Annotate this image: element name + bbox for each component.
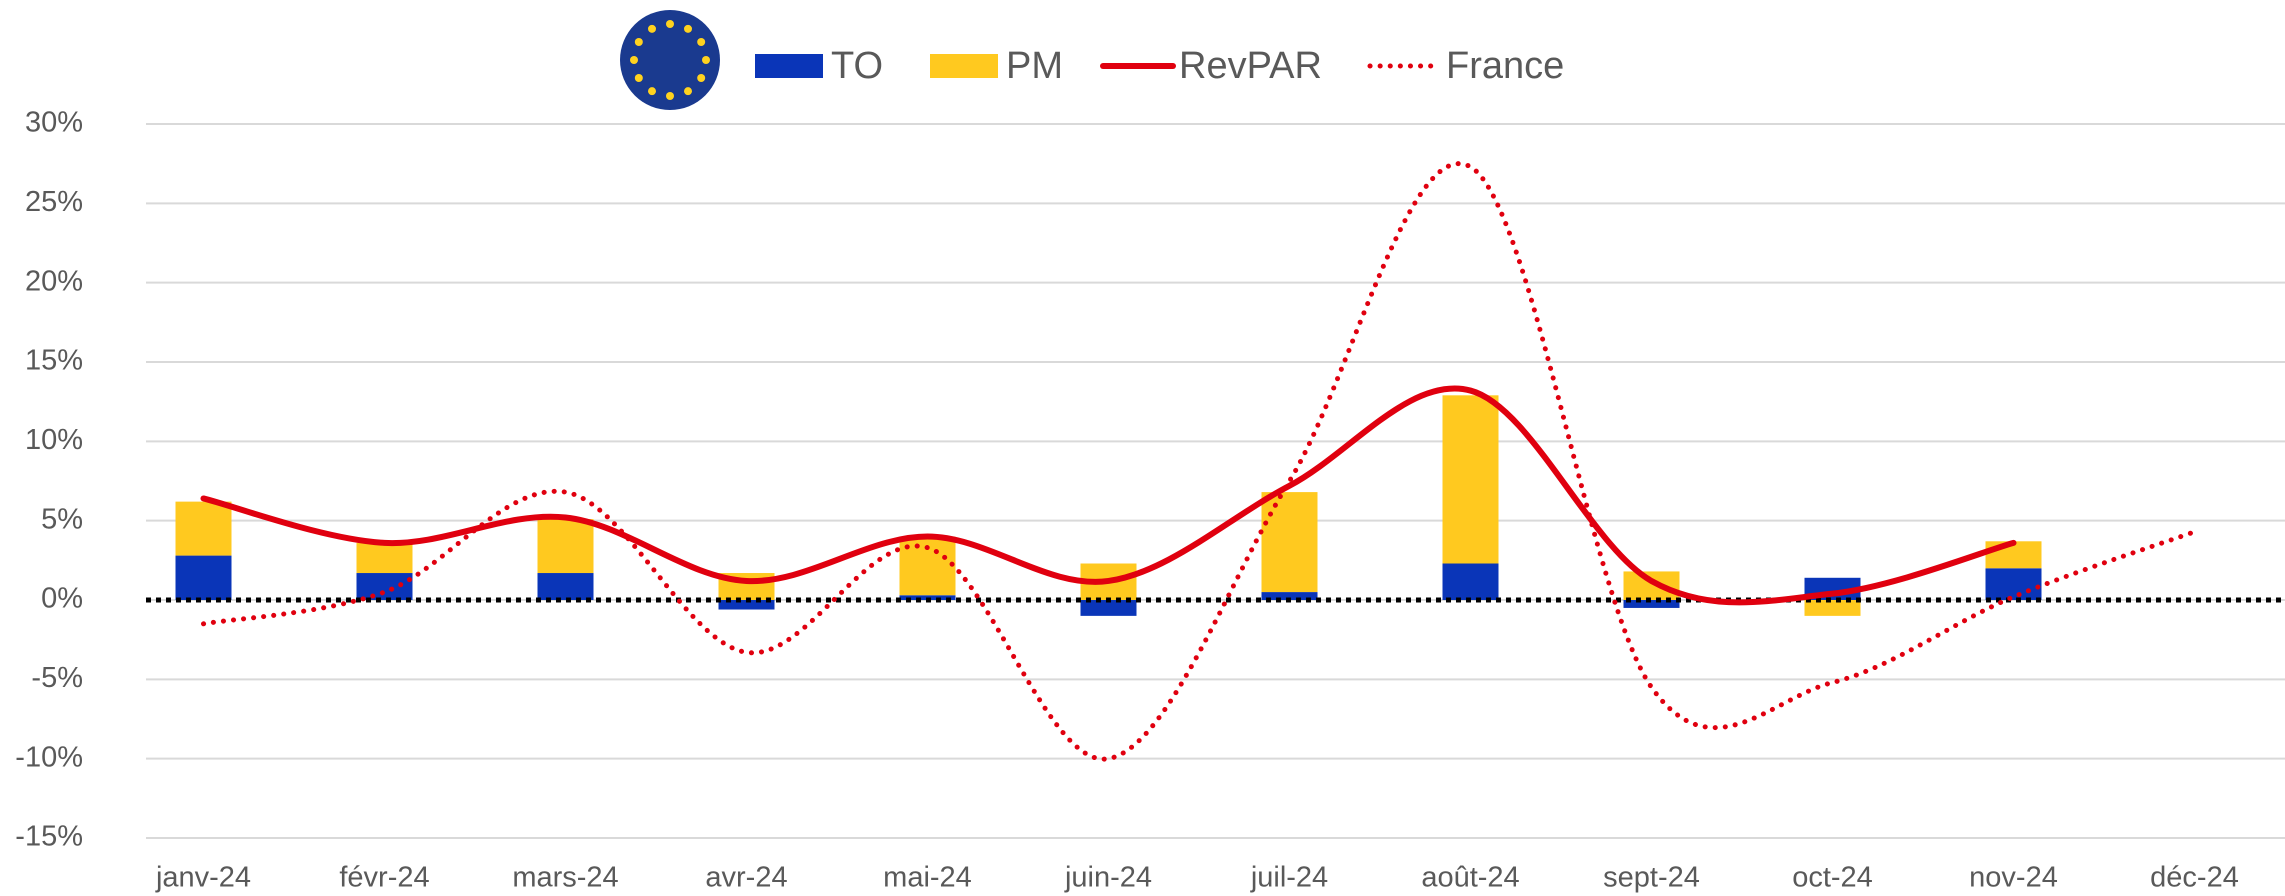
line-series xyxy=(200,385,2017,606)
y-tick-label: 5% xyxy=(41,503,83,535)
x-tick-label: août-24 xyxy=(1421,862,1519,894)
bar xyxy=(1442,563,1499,600)
bar xyxy=(1261,492,1318,593)
bar xyxy=(718,600,775,610)
line-series xyxy=(201,161,2197,762)
bar xyxy=(1623,600,1680,608)
flag-star xyxy=(684,24,692,33)
flag-star xyxy=(630,56,638,64)
y-tick-label: -10% xyxy=(15,741,83,773)
bar xyxy=(175,555,232,600)
x-tick-label: oct-24 xyxy=(1792,862,1873,894)
bar xyxy=(1623,571,1680,600)
flag-star xyxy=(666,20,674,28)
y-tick-label: 20% xyxy=(25,265,83,297)
bar xyxy=(537,573,594,600)
legend-swatch xyxy=(755,54,823,78)
x-tick-label: juil-24 xyxy=(1250,862,1328,894)
flag-star xyxy=(697,38,706,46)
y-tick-label: 10% xyxy=(25,424,83,456)
x-tick-label: févr-24 xyxy=(339,862,429,894)
bar xyxy=(356,542,413,574)
flag-star xyxy=(702,56,710,64)
y-tick-label: 15% xyxy=(25,345,83,377)
legend-label: TO xyxy=(831,45,883,87)
x-tick-label: sept-24 xyxy=(1603,862,1700,894)
bar xyxy=(356,573,413,600)
flag-star xyxy=(634,38,643,46)
bar xyxy=(1080,600,1137,616)
y-tick-label: -15% xyxy=(15,821,83,853)
eu-flag xyxy=(620,10,720,110)
y-tick-label: -5% xyxy=(31,662,83,694)
flag-star xyxy=(648,24,656,33)
flag-circle xyxy=(620,10,720,110)
bar xyxy=(1804,600,1861,616)
x-tick-label: janv-24 xyxy=(155,862,251,894)
y-tick-label: 0% xyxy=(41,583,83,615)
flag-star xyxy=(697,74,706,82)
bar xyxy=(1442,395,1499,564)
legend-label: RevPAR xyxy=(1179,45,1322,87)
x-tick-label: juin-24 xyxy=(1064,862,1152,894)
bar xyxy=(1261,592,1318,600)
bar xyxy=(1985,568,2042,600)
y-tick-label: 30% xyxy=(25,107,83,139)
bar xyxy=(175,501,232,556)
flag-star xyxy=(648,87,656,96)
bar xyxy=(537,519,594,574)
legend-swatch xyxy=(930,54,998,78)
legend-label: France xyxy=(1446,45,1564,87)
x-tick-label: avr-24 xyxy=(705,862,787,894)
x-tick-label: mars-24 xyxy=(512,862,618,894)
flag-star xyxy=(666,92,674,100)
flag-star xyxy=(634,74,643,82)
x-tick-label: nov-24 xyxy=(1969,862,2058,894)
y-tick-label: 25% xyxy=(25,186,83,218)
x-tick-label: mai-24 xyxy=(883,862,972,894)
legend-label: PM xyxy=(1006,45,1063,87)
flag-star xyxy=(684,87,692,96)
x-tick-label: déc-24 xyxy=(2150,862,2239,894)
